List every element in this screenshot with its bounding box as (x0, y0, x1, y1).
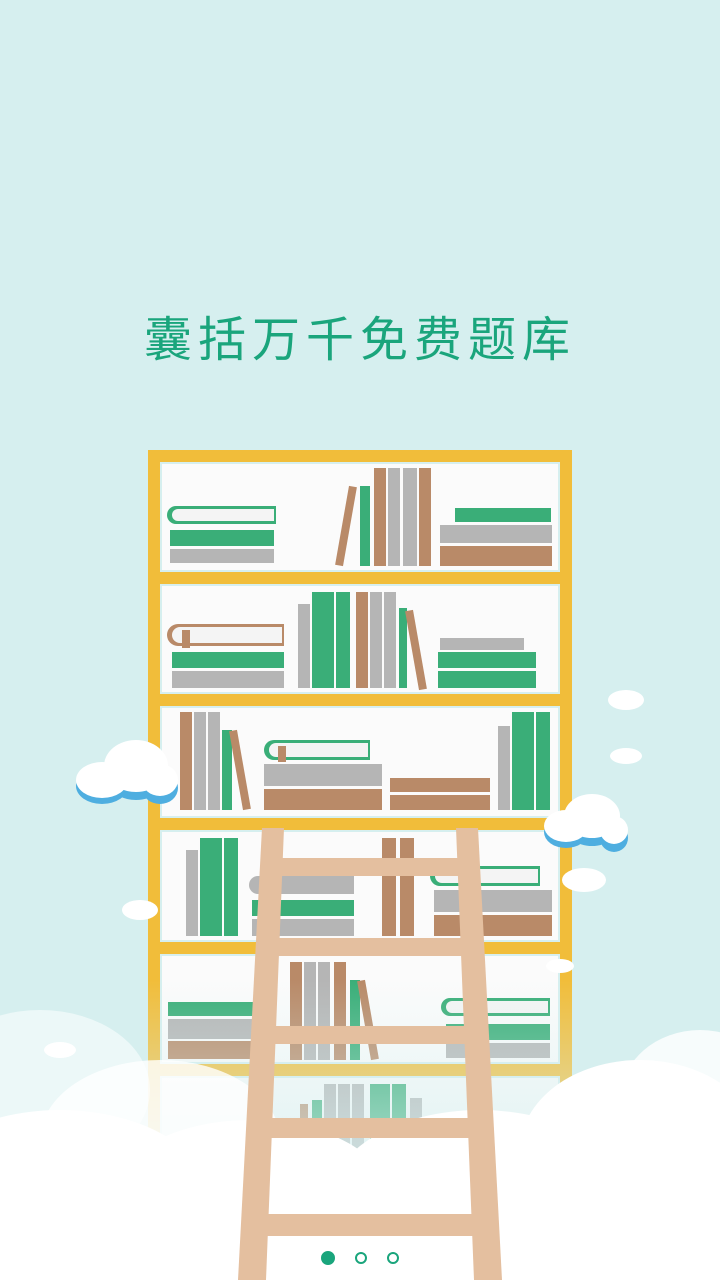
small-clouds (44, 690, 644, 1058)
shelf-3-books (180, 712, 550, 811)
cloud-left (76, 740, 178, 804)
page-dot-1[interactable] (321, 1251, 335, 1265)
shelf-1-books (167, 468, 552, 567)
cloud-right (544, 794, 628, 852)
splash-headline: 囊括万千免费题库 (143, 312, 576, 368)
shelf-2-books (167, 592, 536, 691)
ladder (238, 828, 502, 1280)
page-indicator (0, 1248, 720, 1268)
page-dot-3[interactable] (387, 1252, 399, 1264)
page-dot-2[interactable] (355, 1252, 367, 1264)
